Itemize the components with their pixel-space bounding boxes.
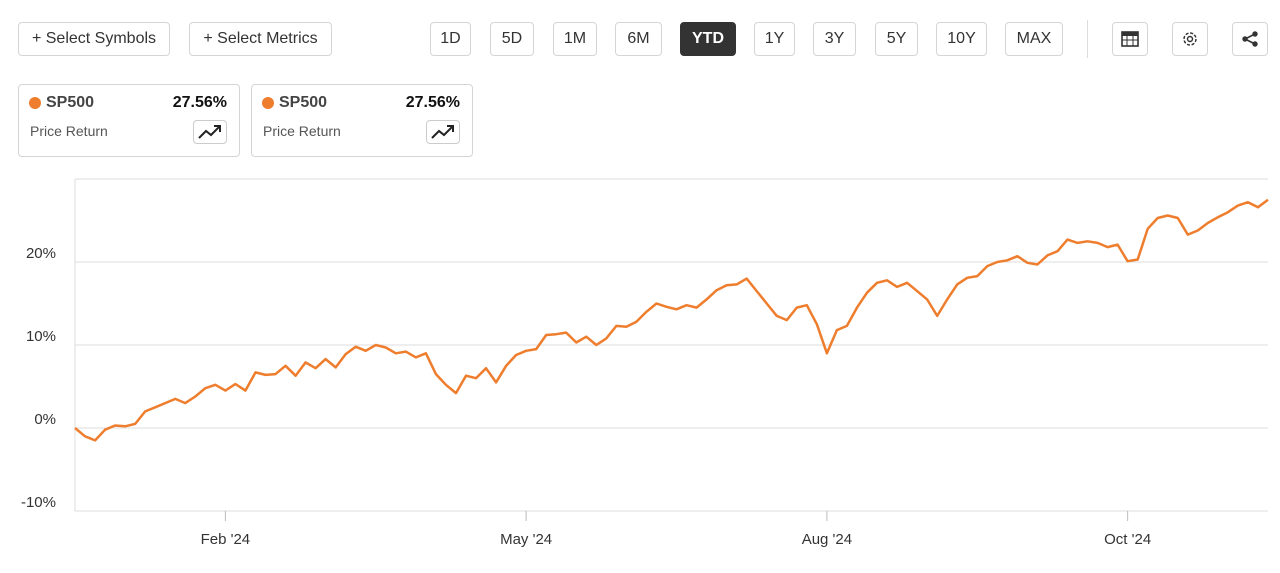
series-dot [29,97,41,109]
table-icon [1121,31,1139,47]
x-tick-label: May '24 [500,531,552,548]
symbol: SP500 [46,94,95,111]
settings-button[interactable] [1172,22,1208,56]
x-tick-label: Aug '24 [802,531,852,548]
period-button[interactable]: 5Y [875,22,918,56]
series-dot [262,97,274,109]
action-button[interactable]: + Select Symbols [18,22,170,56]
action-button[interactable]: + Select Metrics [189,22,332,56]
period-button[interactable]: 1M [553,22,597,56]
metric-card[interactable]: SP500 27.56% Price Return [18,84,240,157]
metric-name: Price Return [30,123,108,139]
price-line [74,198,1269,442]
period-button[interactable]: 1D [430,22,471,56]
trend-arrow [431,125,454,139]
period-button[interactable]: 5D [490,22,534,56]
share-icon [1242,31,1258,47]
symbol: SP500 [279,94,328,111]
period-button[interactable]: MAX [1005,22,1063,56]
y-tick-label: -10% [21,494,56,511]
trend-arrow [198,125,221,139]
y-tick-label: 20% [26,245,56,262]
trend-icon [193,120,227,144]
table-button[interactable] [1112,22,1148,56]
x-tick-label: Oct '24 [1104,531,1151,548]
y-tick-label: 0% [34,411,56,428]
period-button[interactable]: YTD [680,22,736,56]
metric-card[interactable]: SP500 27.56% Price Return [251,84,473,157]
x-tick-label: Feb '24 [201,531,251,548]
return-value: 27.56% [172,94,227,111]
share-button[interactable] [1232,22,1268,56]
return-value: 27.56% [405,94,460,111]
period-button[interactable]: 3Y [813,22,856,56]
period-button[interactable]: 10Y [936,22,987,56]
period-button[interactable]: 6M [615,22,662,56]
metric-name: Price Return [263,123,341,139]
y-tick-label: 10% [26,328,56,345]
trend-icon [426,120,460,144]
gear-icon [1183,32,1197,46]
period-button[interactable]: 1Y [754,22,795,56]
separator [1087,20,1088,58]
